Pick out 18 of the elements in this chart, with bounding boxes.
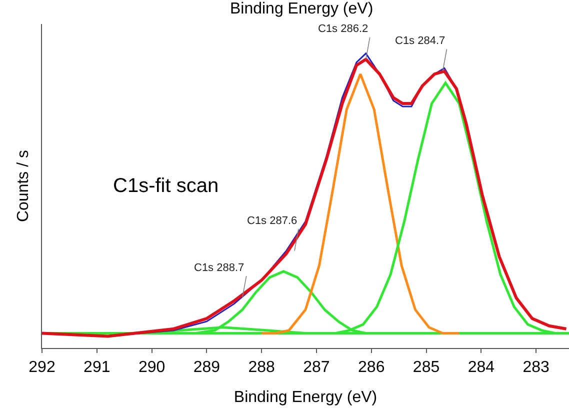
y-axis-title: Counts / s <box>14 150 32 222</box>
x-tick-label: 290 <box>138 359 166 376</box>
x-tick-label: 289 <box>193 359 220 376</box>
annotation: C1s 288.7 <box>194 262 244 274</box>
annotation: C1s 284.7 <box>395 35 446 47</box>
x-tick-label: 291 <box>84 359 110 376</box>
x-tick-label: 292 <box>28 359 56 376</box>
chart-title: Binding Energy (eV) <box>230 0 374 18</box>
x-tick-label: 285 <box>412 359 440 376</box>
annotation: C1s 287.6 <box>247 215 298 227</box>
x-tick-label: 284 <box>468 359 495 376</box>
x-tick-label: 288 <box>248 359 276 376</box>
x-tick-label: 287 <box>303 359 330 376</box>
x-tick-label: 286 <box>358 359 385 376</box>
x-tick-label: 283 <box>522 359 550 376</box>
annotation: C1s 286.2 <box>318 23 368 35</box>
x-axis-title: Binding Energy (eV) <box>234 388 378 406</box>
annotation: C1s-fit scan <box>113 175 219 197</box>
